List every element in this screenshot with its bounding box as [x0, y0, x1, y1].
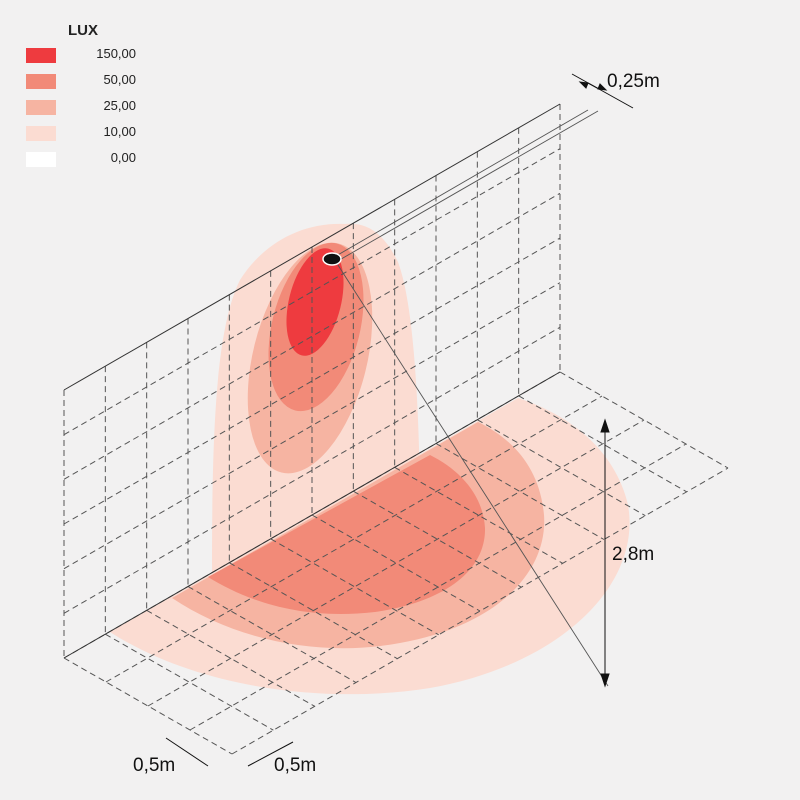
- floor-grid-line: [435, 443, 605, 540]
- floor-grid-line: [105, 633, 274, 731]
- legend-title: LUX: [68, 22, 98, 39]
- floor-grid-line: [146, 609, 315, 707]
- legend-swatch: [26, 100, 56, 115]
- mount-height-dimension: 2,8m: [612, 544, 654, 565]
- floor-grid-line: [353, 490, 522, 588]
- wall-grid-line: [63, 326, 561, 614]
- wall-grid-line: [63, 192, 561, 480]
- wall-top-edge: [63, 103, 561, 391]
- legend-swatch: [26, 152, 56, 167]
- wall-offset-dimension: 0,25m: [607, 71, 660, 92]
- wall-zone-150-lux: [286, 248, 344, 356]
- legend-label: 50,00: [103, 72, 136, 87]
- wall-grid-line: [63, 148, 561, 436]
- wall-grid-line: [63, 282, 561, 570]
- floor-grid-line: [229, 562, 398, 660]
- floor-grid-line: [189, 443, 687, 731]
- floor-grid-line: [477, 419, 646, 517]
- legend-item: 0,00: [26, 146, 136, 172]
- legend-item: 25,00: [26, 94, 136, 120]
- grid-width-dimension: 0,5m: [274, 755, 316, 776]
- lux-legend: LUX 150,00 50,00 25,00 10,00 0,00: [26, 20, 136, 172]
- legend-label: 10,00: [103, 124, 136, 139]
- floor-grid-line: [105, 395, 603, 683]
- floor-grid-line: [518, 395, 687, 493]
- wall-grid-line: [63, 237, 561, 525]
- wall-grid: [63, 104, 561, 659]
- legend-label: 25,00: [103, 98, 136, 113]
- floor-wall-junction: [63, 371, 561, 659]
- wall-illuminance-pattern: [212, 223, 420, 572]
- legend-item: 150,00: [26, 42, 136, 68]
- floor-grid-line: [147, 419, 645, 707]
- dimension-lines: [165, 73, 634, 767]
- floor-grid-line: [63, 657, 233, 755]
- legend-item: 10,00: [26, 120, 136, 146]
- legend-label: 0,00: [110, 150, 136, 165]
- legend-swatch: [26, 48, 56, 63]
- floor-grid-line: [559, 371, 729, 469]
- legend-label: 150,00: [96, 46, 136, 61]
- luminaire: [322, 109, 609, 687]
- floor-grid-line: [311, 514, 481, 612]
- legend-swatch: [26, 74, 56, 89]
- floor-zone-50-lux: [208, 455, 486, 614]
- floor-grid-line: [187, 586, 357, 683]
- grid-depth-dimension: 0,5m: [133, 755, 175, 776]
- legend-item: 50,00: [26, 68, 136, 94]
- legend-swatch: [26, 126, 56, 141]
- floor-grid: [63, 371, 729, 755]
- floor-grid-line: [394, 466, 563, 564]
- floor-illuminance-pattern: [110, 398, 630, 695]
- luminaire-icon: [322, 252, 342, 266]
- floor-grid-line: [231, 467, 729, 755]
- floor-grid-line: [270, 538, 439, 636]
